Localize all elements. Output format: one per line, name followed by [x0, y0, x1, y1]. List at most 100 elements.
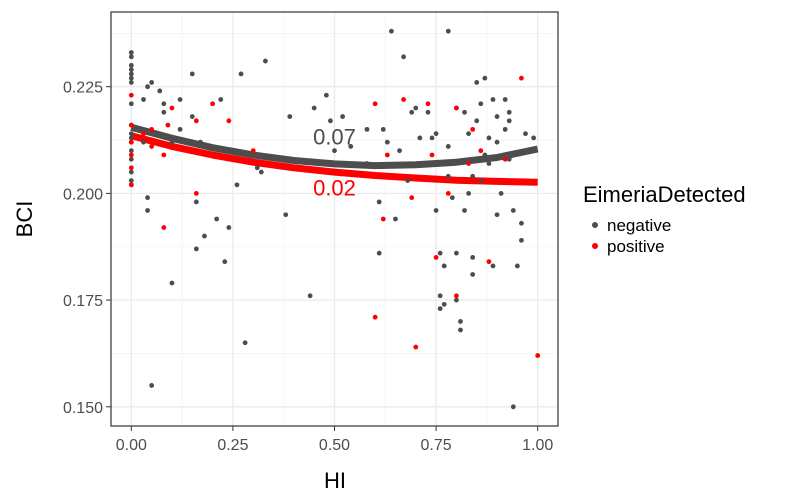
point-negative — [376, 199, 382, 205]
point-positive — [161, 152, 167, 158]
point-negative — [128, 75, 134, 81]
fit-curve-negative — [130, 123, 539, 170]
point-negative — [263, 58, 268, 64]
point-negative — [149, 80, 155, 85]
x-tick-label: 1.00 — [522, 437, 553, 454]
point-negative — [429, 135, 435, 141]
point-negative — [128, 50, 134, 55]
point-negative — [506, 109, 512, 115]
point-negative — [222, 259, 228, 265]
point-negative — [458, 327, 463, 333]
point-negative — [466, 131, 471, 137]
point-negative — [242, 340, 248, 346]
point-negative — [474, 118, 480, 124]
point-negative — [141, 139, 146, 145]
legend: EimeriaDetected negative positive — [583, 182, 746, 256]
point-negative — [393, 216, 398, 222]
point-negative — [413, 105, 419, 111]
legend-key-positive — [592, 243, 598, 249]
point-negative — [437, 306, 443, 312]
point-positive — [149, 126, 155, 132]
point-negative — [502, 97, 508, 102]
point-positive — [210, 101, 215, 107]
point-positive — [141, 131, 146, 137]
point-negative — [486, 135, 492, 141]
point-negative — [397, 148, 402, 154]
legend-key-negative — [592, 222, 598, 228]
point-negative — [417, 135, 423, 141]
point-positive — [433, 255, 439, 260]
fit-curve-positive — [130, 132, 538, 186]
point-negative — [128, 101, 134, 107]
point-negative — [380, 126, 386, 132]
point-positive — [454, 105, 459, 111]
point-negative — [193, 199, 199, 205]
point-positive — [409, 195, 415, 201]
point-negative — [405, 178, 411, 183]
point-negative — [449, 195, 455, 201]
point-negative — [323, 92, 329, 98]
annotation-negative: 0.07 — [313, 124, 356, 149]
point-negative — [478, 101, 484, 107]
point-negative — [514, 263, 520, 269]
point-negative — [486, 161, 492, 166]
point-positive — [519, 75, 524, 81]
point-positive — [250, 148, 256, 154]
point-negative — [441, 263, 447, 269]
point-negative — [519, 220, 524, 226]
point-positive — [161, 225, 167, 230]
x-tick-label: 0.50 — [319, 437, 350, 454]
point-negative — [340, 114, 346, 119]
point-negative — [445, 144, 451, 149]
point-negative — [128, 148, 134, 154]
legend-label-positive: positive — [607, 237, 665, 256]
point-negative — [254, 165, 260, 171]
point-negative — [193, 246, 199, 252]
point-negative — [145, 195, 150, 201]
point-positive — [470, 126, 476, 132]
point-negative — [177, 126, 183, 132]
point-positive — [466, 161, 471, 166]
point-positive — [380, 216, 386, 222]
point-positive — [193, 118, 199, 124]
point-negative — [128, 54, 134, 60]
point-negative — [441, 301, 447, 307]
point-negative — [149, 383, 155, 388]
point-negative — [128, 67, 134, 73]
point-negative — [388, 28, 394, 34]
y-tick-label: 0.150 — [63, 400, 103, 417]
point-negative — [287, 114, 293, 119]
point-positive — [454, 293, 459, 299]
point-negative — [531, 135, 537, 141]
x-axis-title: HI — [324, 468, 346, 493]
point-negative — [376, 250, 382, 256]
point-negative — [364, 126, 370, 132]
legend-title: EimeriaDetected — [583, 182, 746, 207]
point-negative — [474, 80, 480, 85]
point-negative — [364, 161, 370, 166]
annotation-positive: 0.02 — [313, 176, 356, 201]
point-positive — [128, 152, 134, 158]
point-negative — [523, 131, 528, 137]
point-negative — [433, 208, 439, 213]
point-negative — [214, 216, 220, 222]
point-negative — [283, 212, 289, 218]
y-tick-label: 0.225 — [63, 80, 103, 97]
point-positive — [478, 148, 484, 154]
point-negative — [258, 169, 264, 175]
point-negative — [409, 109, 415, 115]
point-negative — [332, 148, 337, 154]
point-positive — [535, 353, 541, 358]
point-positive — [165, 122, 171, 128]
annotations: 0.07 0.02 — [313, 124, 356, 200]
point-negative — [169, 280, 175, 286]
point-negative — [128, 169, 134, 175]
point-negative — [145, 84, 150, 90]
x-tick-label: 0.00 — [116, 437, 147, 454]
point-positive — [401, 97, 406, 102]
point-positive — [384, 152, 390, 158]
point-negative — [445, 173, 451, 179]
point-positive — [372, 314, 378, 320]
point-negative — [348, 144, 354, 149]
